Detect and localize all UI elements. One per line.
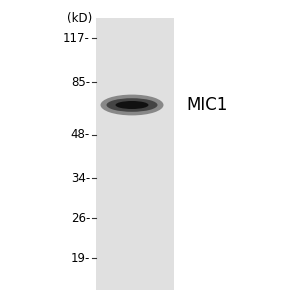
Text: 48-: 48- (71, 128, 90, 142)
Text: 85-: 85- (71, 76, 90, 88)
Text: 117-: 117- (63, 32, 90, 44)
Ellipse shape (100, 94, 164, 116)
Text: 34-: 34- (71, 172, 90, 184)
Text: MIC1: MIC1 (186, 96, 227, 114)
Ellipse shape (106, 98, 158, 112)
Text: 19-: 19- (70, 251, 90, 265)
Ellipse shape (116, 101, 148, 109)
Text: 26-: 26- (70, 212, 90, 224)
Bar (96, 18, 174, 290)
Text: (kD): (kD) (67, 12, 92, 25)
